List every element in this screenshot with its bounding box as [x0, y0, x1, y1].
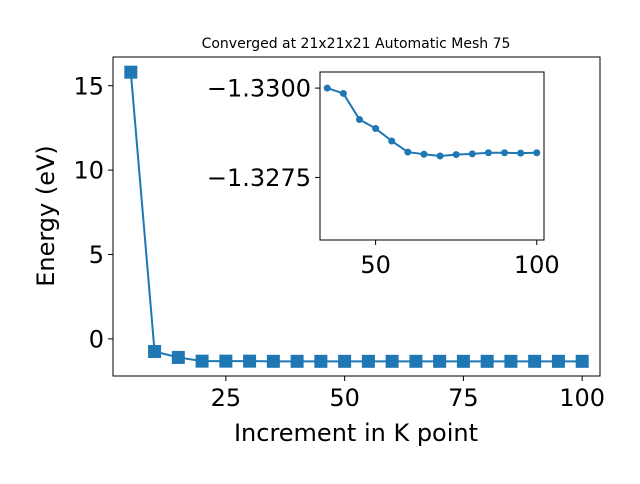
chart-title: Converged at 21x21x21 Automatic Mesh 75 [202, 36, 511, 52]
main-data-point [385, 354, 399, 368]
main-y-tick-label: 5 [89, 241, 104, 269]
main-data-point [148, 345, 162, 359]
inset-data-point [484, 149, 492, 157]
inset-data-point [517, 149, 525, 157]
main-data-point [480, 354, 494, 368]
main-data-point [171, 350, 185, 364]
inset-x-tick-label: 50 [360, 251, 391, 279]
inset-data-point [533, 149, 541, 157]
main-x-tick-label: 50 [329, 384, 360, 412]
inset-y-axis: −1.3300 −1.3275 [207, 75, 320, 192]
main-data-point [195, 354, 209, 368]
main-data-point [266, 354, 280, 368]
main-data-point [551, 354, 565, 368]
main-data-point [124, 65, 138, 79]
inset-data-point [420, 150, 428, 158]
inset-series [323, 84, 541, 160]
inset-x-tick-label: 100 [514, 251, 560, 279]
x-axis-label: Increment in K point [234, 419, 478, 447]
main-y-axis: 0 5 10 15 [73, 72, 113, 354]
main-x-axis: 25 50 75 100 [211, 376, 605, 412]
inset-data-point [452, 151, 460, 159]
main-x-tick-label: 25 [211, 384, 242, 412]
inset-data-point [388, 137, 396, 145]
main-y-tick-label: 10 [73, 157, 104, 185]
main-data-point [433, 354, 447, 368]
main-data-point [575, 354, 589, 368]
main-x-tick-label: 100 [559, 384, 605, 412]
inset-data-point [372, 124, 380, 132]
main-series [124, 65, 589, 368]
inset-data-point [404, 148, 412, 156]
main-data-point [504, 354, 518, 368]
inset-data-point [436, 152, 444, 160]
inset-data-point [339, 89, 347, 97]
inset-data-point [323, 84, 331, 92]
inset-data-point [468, 150, 476, 158]
main-y-tick-label: 15 [73, 72, 104, 100]
inset-data-point [501, 149, 509, 157]
main-data-point [338, 354, 352, 368]
main-data-point [219, 354, 233, 368]
main-y-tick-label: 0 [89, 326, 104, 354]
main-plot-frame [112, 56, 601, 377]
inset-x-axis: 50 100 [360, 240, 560, 279]
main-data-point [243, 354, 257, 368]
main-data-point [314, 354, 328, 368]
main-data-point [528, 354, 542, 368]
main-data-point [361, 354, 375, 368]
main-data-point [290, 354, 304, 368]
main-x-tick-label: 75 [448, 384, 479, 412]
inset-y-tick-label: −1.3275 [207, 164, 311, 192]
inset-y-tick-label: −1.3300 [207, 75, 311, 103]
inset-data-point [355, 116, 363, 124]
y-axis-label: Energy (eV) [32, 145, 60, 287]
main-data-point [409, 354, 423, 368]
main-data-point [456, 354, 470, 368]
